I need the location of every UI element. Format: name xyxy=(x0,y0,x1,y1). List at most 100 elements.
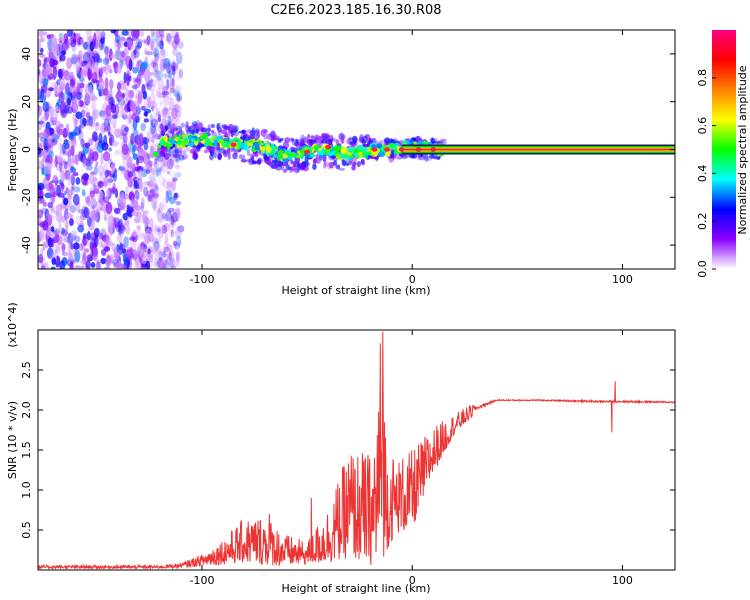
spectrogram-noise-cell xyxy=(133,94,139,99)
spectrogram-noise-cell xyxy=(40,265,46,269)
spectrogram-noise-cell xyxy=(70,230,78,241)
spectrogram-noise-cell xyxy=(158,175,166,186)
spectrogram-noise-cell xyxy=(85,259,91,269)
spectrogram-noise-cell xyxy=(99,35,106,45)
spectrogram-noise-cell xyxy=(115,262,123,269)
spectrogram-hotspot xyxy=(325,144,332,150)
spectrogram-noise-cell xyxy=(146,82,153,88)
spectrogram-track-halo xyxy=(251,127,255,133)
spectrogram-noise-cell xyxy=(103,175,109,187)
spectrogram-noise-cell xyxy=(132,229,137,237)
spectrogram-noise-cell xyxy=(126,40,133,48)
spectrogram-noise-cell xyxy=(132,30,140,39)
spectrogram-noise-cell xyxy=(137,145,143,153)
spectrogram-track-halo xyxy=(368,139,372,144)
spectrogram-noise-cell xyxy=(172,47,178,57)
spectrogram-track-halo xyxy=(196,122,202,130)
spectrogram-track-halo xyxy=(348,160,353,165)
spectrogram-noise-cell xyxy=(157,78,164,90)
spectrogram-track-halo xyxy=(223,151,228,155)
spectrogram-noise-cell xyxy=(140,61,148,70)
spectrogram-track-cell xyxy=(340,147,347,154)
spectrogram-track-cell xyxy=(354,154,360,158)
spectrogram-noise-cell xyxy=(65,218,69,232)
spectrogram-noise-cell xyxy=(176,225,181,231)
spectrogram-noise-cell xyxy=(70,243,75,250)
spectrogram-noise-cell xyxy=(103,233,110,245)
spectrogram-noise-cell xyxy=(157,212,165,223)
spectrogram-noise-cell xyxy=(153,240,160,251)
spectrogram-noise-cell xyxy=(174,38,180,44)
spectrogram-track-halo xyxy=(204,149,209,154)
spectrogram-noise-cell xyxy=(157,249,165,255)
spectrogram-noise-cell xyxy=(156,118,162,123)
spectrogram-noise-cell xyxy=(146,131,152,143)
spectrogram-noise-cell xyxy=(63,33,69,44)
spectrogram-noise-cell xyxy=(138,169,143,182)
spectrogram-noise-cell xyxy=(177,240,181,245)
spectrogram-noise-cell xyxy=(153,224,161,236)
spectrogram-noise-cell xyxy=(78,50,83,61)
spectrogram-noise-cell xyxy=(43,144,52,150)
spectrogram-noise-cell xyxy=(149,100,157,110)
spectrogram-noise-cell xyxy=(43,57,48,69)
spectrogram-noise-cell xyxy=(63,197,69,206)
spectrogram-noise-cell xyxy=(168,251,172,261)
spectrogram-noise-cell xyxy=(178,68,184,79)
spectrogram-track-halo xyxy=(232,129,240,137)
colorbar-ticks: 0.0 0.2 0.4 0.6 0.8 xyxy=(696,69,716,278)
spectrogram-track-halo xyxy=(315,154,319,161)
spectrogram-noise-cell xyxy=(92,210,97,222)
spectrogram-track-halo xyxy=(317,157,323,161)
spectrogram-noise-cell xyxy=(38,105,43,117)
spectrogram-noise-cell xyxy=(154,52,159,62)
spectrogram-noise-cell xyxy=(78,243,84,252)
spectrogram-noise-cell xyxy=(134,44,141,50)
spectrogram-track-cell xyxy=(371,144,376,148)
spectrogram-noise-cell xyxy=(160,38,164,47)
spectrogram-noise-cell xyxy=(77,56,80,64)
spectrogram-noise-cell xyxy=(155,107,160,116)
spectrogram-noise-cell xyxy=(57,137,62,146)
spectrogram-noise-cell xyxy=(106,221,111,227)
spectrogram-noise-cell xyxy=(168,183,175,196)
spectrogram-noise-cell xyxy=(168,148,174,157)
spectrogram-noise-cell xyxy=(175,251,181,263)
spectrogram-noise-cell xyxy=(174,84,182,94)
spectrogram-noise-cell xyxy=(145,260,150,269)
spectrogram-noise-cell xyxy=(84,83,90,97)
spectrogram-noise-cell xyxy=(90,197,97,210)
spectrogram-noise-cell xyxy=(42,220,49,231)
spectrogram-track-halo xyxy=(178,154,185,161)
spectrogram-noise-cell xyxy=(156,69,164,81)
spectrogram-noise-cell xyxy=(175,51,183,65)
spectrogram-noise-cell xyxy=(151,167,157,175)
spectrogram-noise-cell xyxy=(140,122,147,132)
spectrogram-track-halo xyxy=(257,157,262,166)
spectrogram-noise-cell xyxy=(121,143,129,156)
spectrogram-track-halo xyxy=(371,138,376,143)
spectrogram-noise-cell xyxy=(78,124,82,135)
spectrogram-noise-cell xyxy=(146,190,154,198)
spectrogram-noise-cell xyxy=(139,70,145,76)
spectrogram-noise-cell xyxy=(135,75,141,88)
spectrogram-noise-cell xyxy=(131,135,136,142)
spectrogram-noise-cell xyxy=(143,69,151,83)
spectrogram-track-halo xyxy=(292,161,297,168)
spectrogram-noise-cell xyxy=(159,166,163,171)
spectrogram-noise-cell xyxy=(135,36,140,49)
figure-title: C2E6.2023.185.16.30.R08 xyxy=(270,3,441,18)
spectrogram-noise-cell xyxy=(150,92,156,105)
spectrogram-noise-cell xyxy=(162,250,167,258)
spectrogram-noise-cell xyxy=(97,165,105,176)
spectrogram-noise-cell xyxy=(88,115,94,127)
spectrogram-track-halo xyxy=(191,121,198,127)
spectrogram-track-cell xyxy=(318,147,322,151)
snr-y-ticks: 0.5 1.0 1.5 2.0 2.5 xyxy=(20,361,675,539)
spectrogram-noise-cell xyxy=(138,178,143,190)
spectrogram-track-cell xyxy=(181,134,186,139)
spectrogram-track-cell xyxy=(159,139,164,146)
spectrogram-noise-cell xyxy=(81,237,86,250)
spectrogram-noise-cell xyxy=(137,97,142,107)
spectrogram-noise-cell xyxy=(41,36,46,43)
